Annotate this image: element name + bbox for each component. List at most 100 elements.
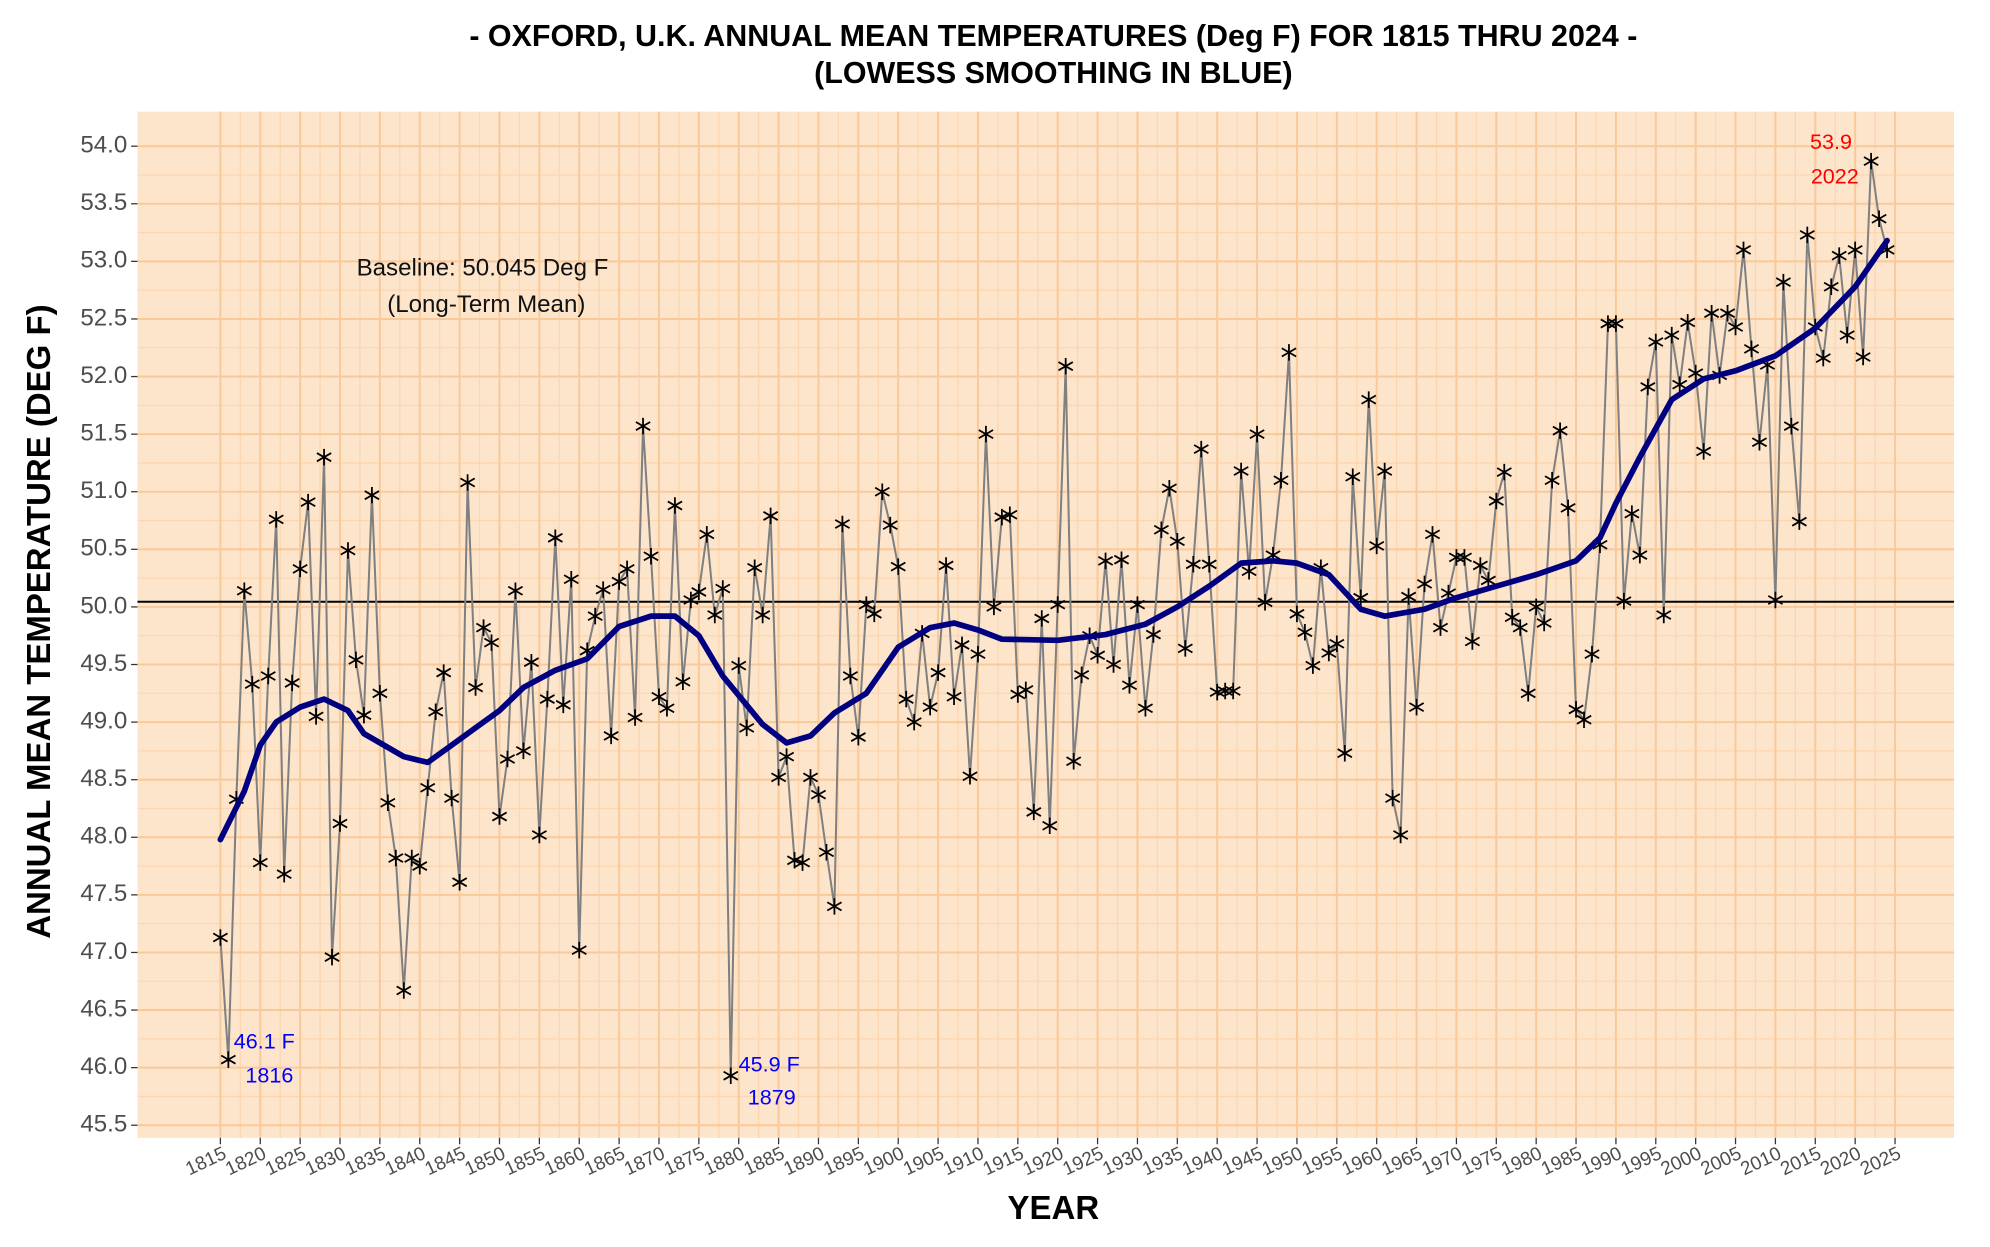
data-point [475,619,492,636]
data-point [763,507,779,525]
data-point [802,769,819,786]
data-point [1424,526,1441,543]
data-point [1089,647,1106,664]
data-point [1656,606,1672,624]
y-tick-label: 51.0 [80,477,127,504]
data-point [1177,640,1193,657]
data-point [467,679,484,696]
data-point [691,583,707,601]
data-point [444,789,460,807]
data-point [818,844,835,861]
data-point [1161,480,1177,497]
baseline-label: Baseline: 50.045 Deg F [357,254,609,281]
data-point [1058,357,1074,375]
y-tick-label: 46.0 [80,1053,127,1080]
data-point [396,982,412,999]
data-point [316,448,332,466]
chart-subtitle: (LOWESS SMOOTHING IN BLUE) [814,56,1293,90]
data-point [1616,592,1632,610]
data-point [1704,304,1720,322]
annotation: 2022 [1811,163,1859,188]
data-point [1281,344,1297,361]
data-point [276,865,292,883]
y-tick-label: 49.5 [80,650,127,677]
data-point [1321,644,1337,662]
data-point [1297,624,1313,641]
data-point [1074,666,1090,684]
data-point [1831,247,1847,264]
data-point [1193,440,1209,458]
data-point [436,664,452,681]
data-point [1042,817,1058,835]
data-point [420,779,436,796]
data-point [1767,591,1783,609]
data-point [1624,505,1640,522]
data-point [1799,226,1815,244]
data-point [1672,376,1688,393]
data-point [858,596,874,613]
data-point [978,425,994,443]
data-point [930,664,946,681]
data-point [260,667,276,685]
data-point [1568,701,1584,718]
y-tick-label: 51.5 [80,420,127,447]
data-point [1727,318,1744,336]
data-point [683,591,699,609]
data-point [882,516,898,534]
data-point [1369,537,1385,555]
data-point [1241,562,1257,580]
data-point [906,713,922,731]
data-point [954,636,970,654]
data-point [874,483,890,500]
data-point [356,706,372,724]
data-point [1791,513,1807,530]
data-point [1400,588,1417,605]
data-point [308,708,324,725]
data-point [1034,610,1050,627]
data-point [866,605,882,623]
data-point [1520,685,1536,702]
data-point [300,493,316,511]
data-point [643,547,659,565]
annotation: 1816 [245,1063,293,1088]
data-point [1026,803,1042,821]
data-point [1584,645,1600,663]
chart-title: - OXFORD, U.K. ANNUAL MEAN TEMPERATURES … [469,19,1637,53]
data-point [372,685,388,702]
smooth-line [217,237,1890,843]
data-point [1432,619,1449,636]
data-point [1632,546,1648,564]
data-point [539,690,555,708]
data-point [1743,340,1760,358]
y-tick-label: 47.5 [80,880,127,907]
data-point [340,542,356,559]
data-point [1066,753,1082,770]
data-point [364,486,380,504]
data-point [1640,378,1656,396]
data-point [1696,443,1712,460]
data-point [1735,241,1752,259]
data-point [236,582,252,600]
data-point [252,854,268,871]
data-point [1361,391,1377,408]
data-point [1488,492,1504,510]
data-point [1257,594,1273,611]
data-point [1512,619,1528,636]
data-point [1377,462,1393,480]
data-point [460,474,476,491]
data-point [515,742,531,760]
data-point [1169,533,1185,550]
data-point [1393,826,1409,844]
data-point [1273,471,1289,489]
data-point [1337,744,1353,762]
data-point [699,526,715,543]
y-tick-label: 48.0 [80,823,127,850]
data-point [707,606,723,624]
data-point [619,560,635,578]
data-point [1504,609,1520,626]
data-point [292,560,308,578]
data-point [563,571,579,588]
data-point [491,808,508,825]
